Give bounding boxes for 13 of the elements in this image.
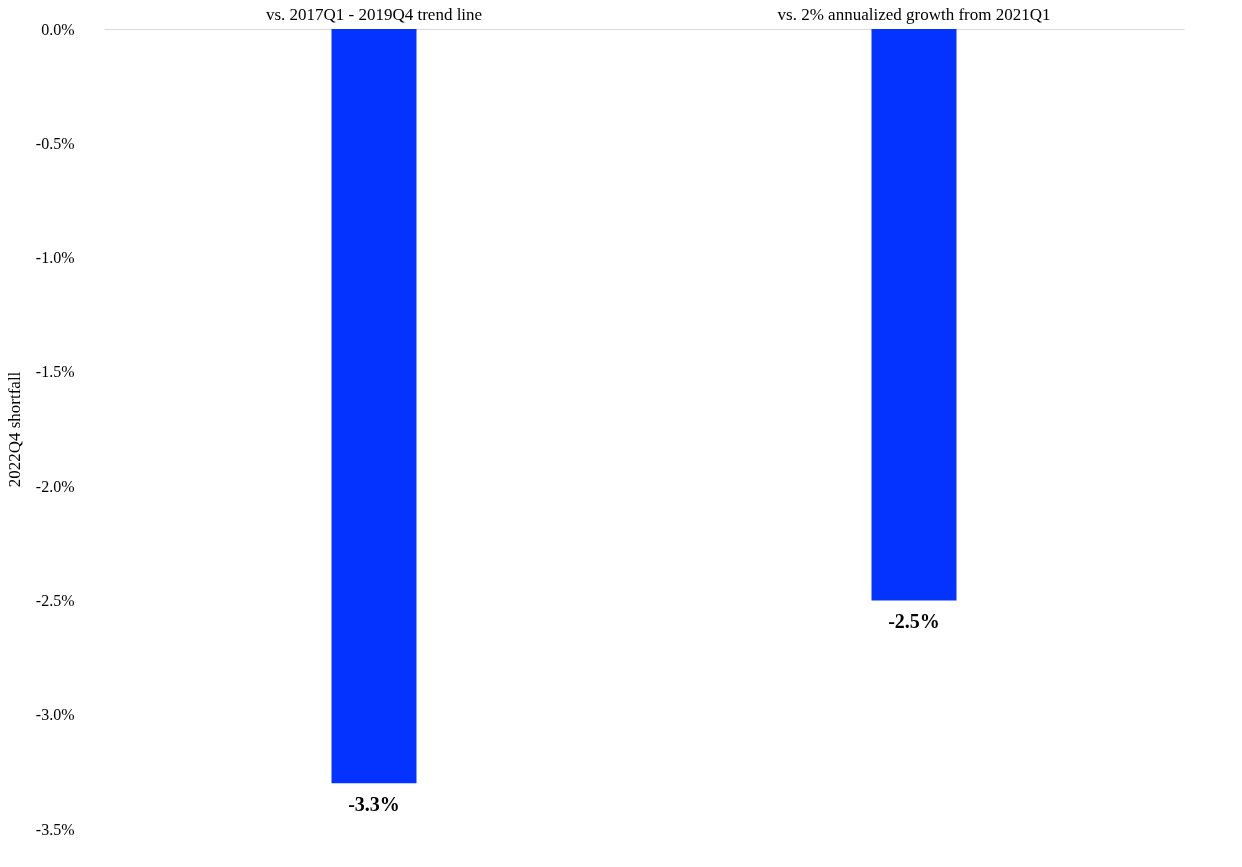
y-tick-label: -2.0% (35, 477, 75, 495)
y-tick-label: -3.0% (35, 706, 75, 724)
y-tick-label: 0.0% (41, 20, 75, 38)
y-tick-label: -1.5% (35, 363, 75, 381)
x-tick-label: vs. 2017Q1 - 2019Q4 trend line (265, 4, 483, 24)
y-tick-label: -0.5% (35, 134, 75, 152)
data-label: -3.3% (348, 793, 400, 816)
x-tick-label: vs. 2% annualized growth from 2021Q1 (777, 4, 1051, 24)
y-axis-title: 2022Q4 shortfall (4, 371, 24, 488)
y-tick-label: -1.0% (35, 249, 75, 267)
y-tick-label: -3.5% (35, 820, 75, 838)
y-tick-label: -2.5% (35, 591, 75, 609)
data-label: -2.5% (888, 610, 940, 633)
